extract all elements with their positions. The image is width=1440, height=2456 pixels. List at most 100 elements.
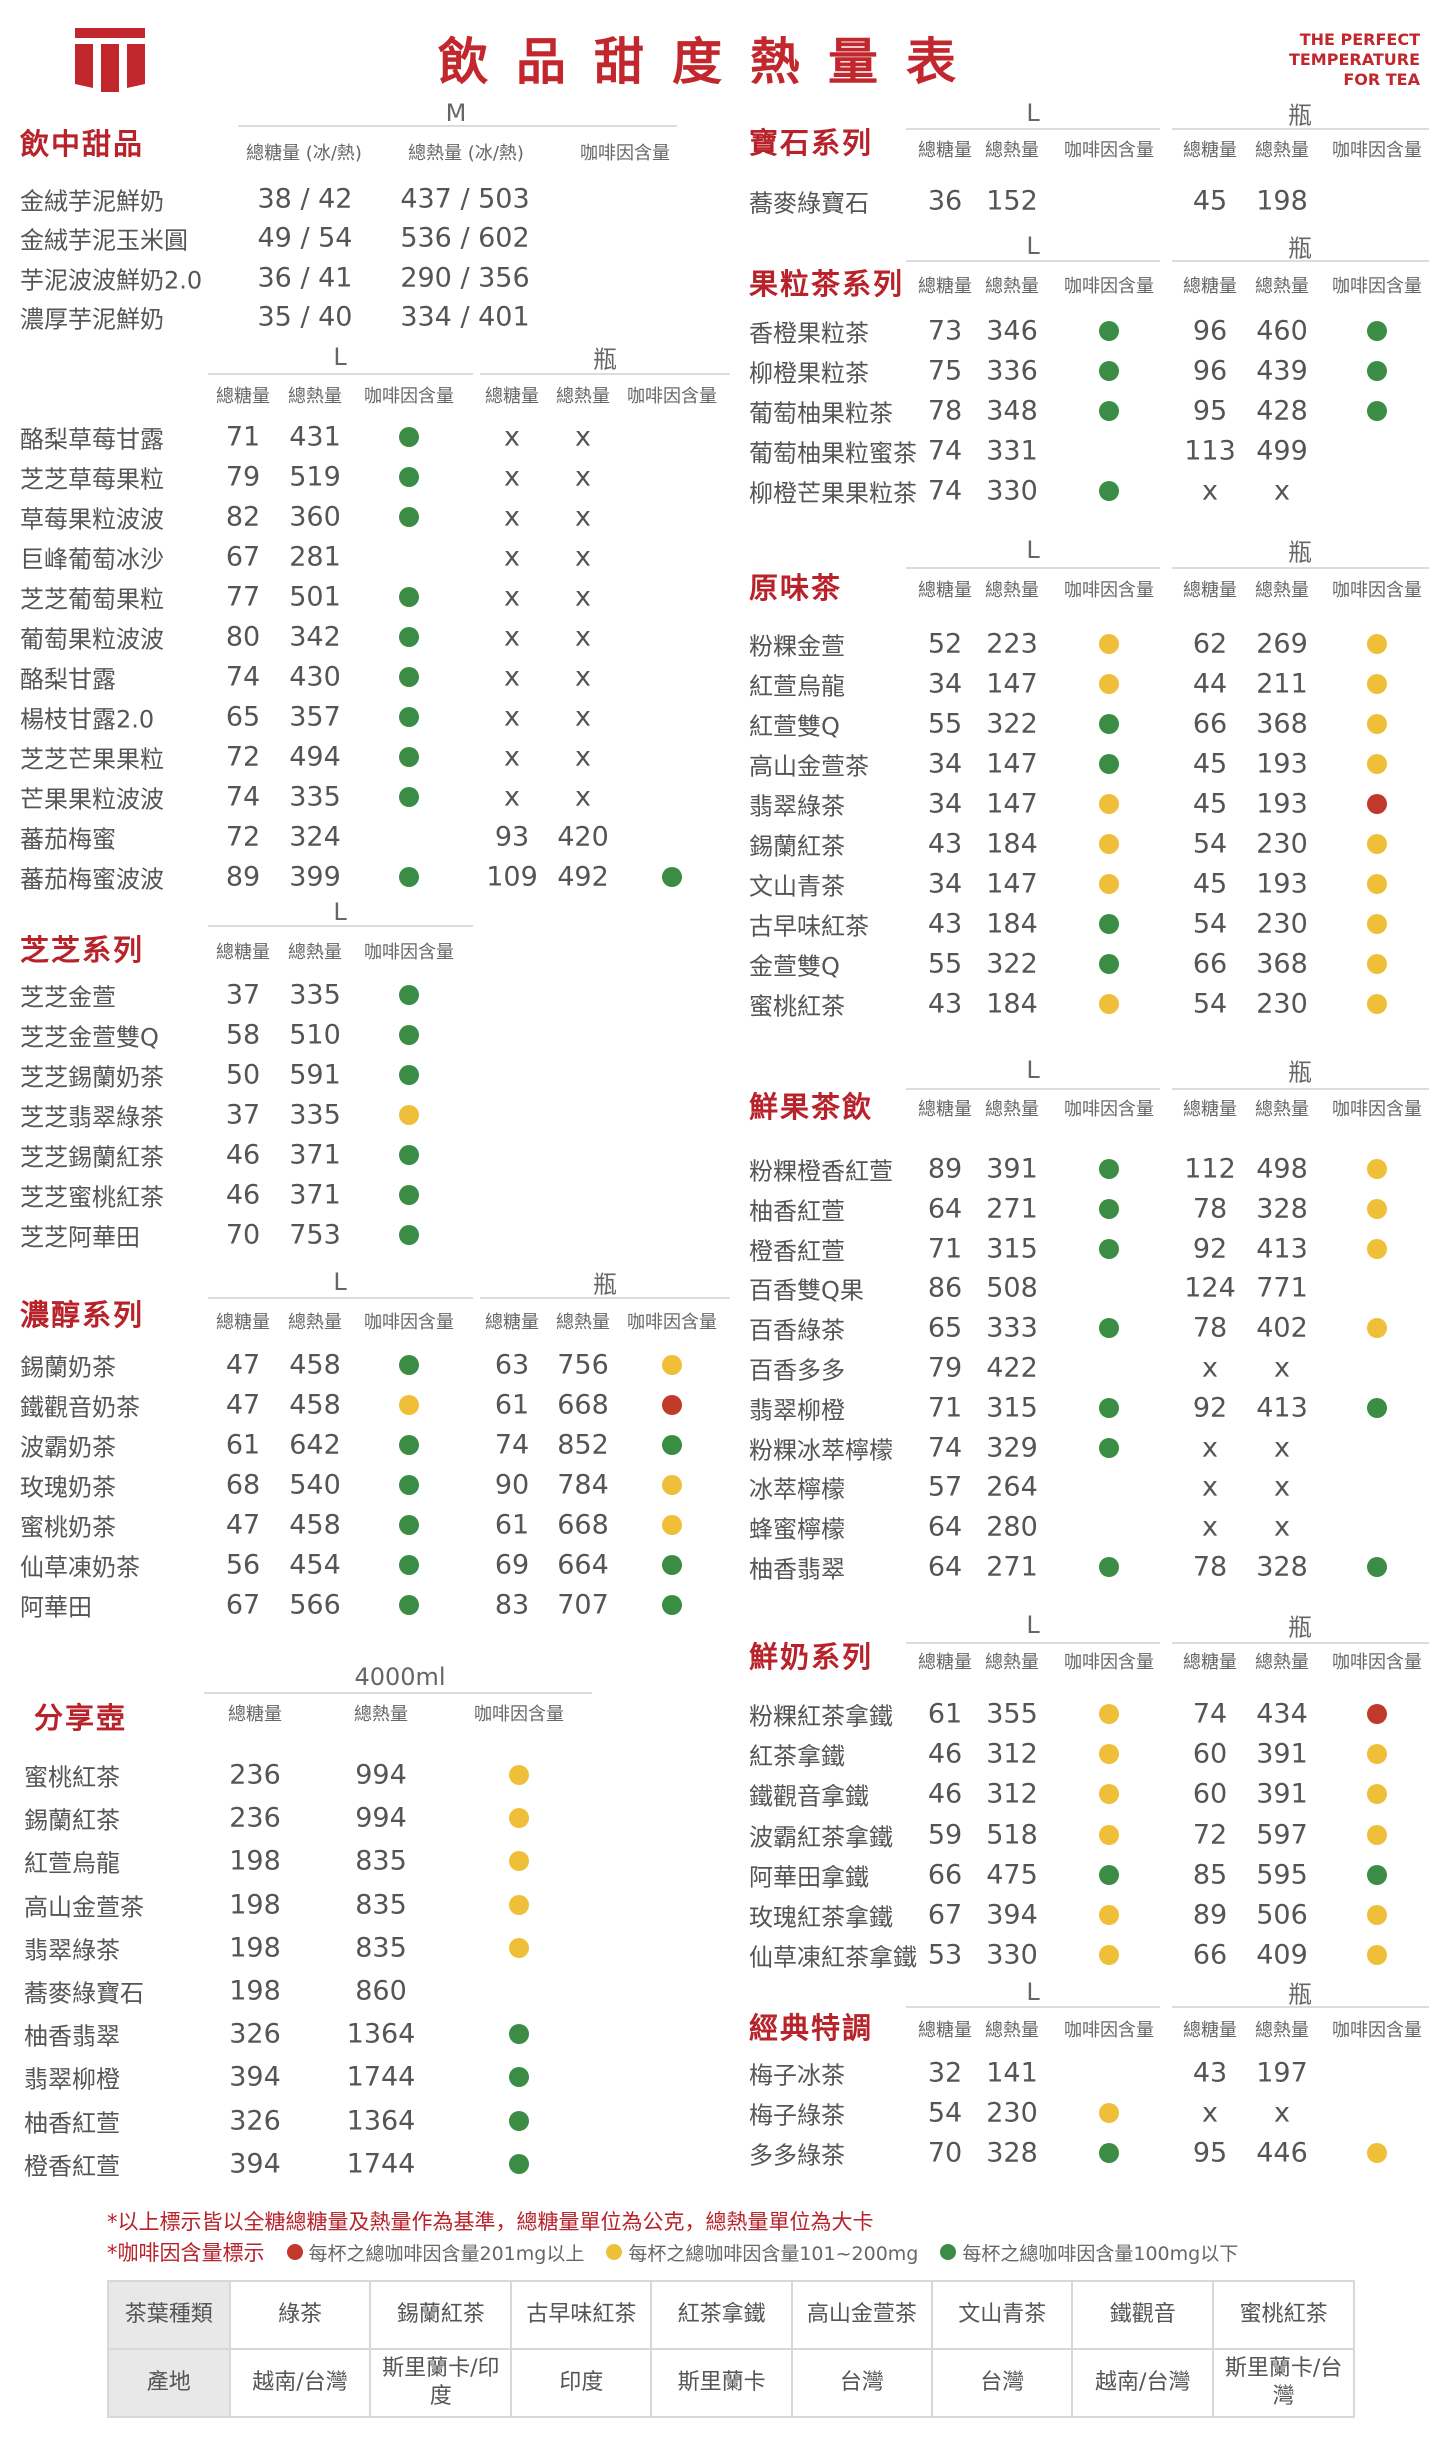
calorie-value: 391 <box>986 1153 1038 1185</box>
caffeine-yellow-dot-icon <box>509 1808 529 1829</box>
bottle-calorie-value: 428 <box>1256 395 1308 427</box>
caffeine-green-dot-icon <box>399 707 419 727</box>
size-divider <box>1172 2006 1429 2008</box>
bottle-calorie-value: 402 <box>1256 1312 1308 1344</box>
caffeine-red-dot-icon <box>1367 794 1387 814</box>
caffeine-green-dot-icon <box>399 1145 419 1165</box>
caffeine-green-dot-icon <box>399 1225 419 1245</box>
bottle-calorie-value: 328 <box>1256 1193 1308 1225</box>
column-header: 咖啡因含量 <box>627 386 717 407</box>
column-header: 總熱量 <box>556 1312 610 1333</box>
caffeine-green-dot-icon <box>1099 1198 1119 1219</box>
caffeine-yellow-dot-icon <box>1367 754 1387 774</box>
size-divider <box>906 567 1160 569</box>
calorie-value: 184 <box>986 988 1038 1020</box>
sugar-value: 66 <box>927 1859 963 1891</box>
sugar-value: 74 <box>927 475 963 507</box>
column-header: 咖啡因含量 <box>1332 276 1422 297</box>
calorie-value: 835 <box>355 1845 407 1877</box>
drink-name: 蕎麥綠寶石 <box>24 1979 144 2008</box>
calorie-value: 147 <box>986 788 1038 820</box>
column-header: 總糖量 <box>918 1099 972 1120</box>
tea-type-cell: 紅茶拿鐵 <box>650 2280 793 2350</box>
sugar-value: 73 <box>927 315 963 347</box>
column-header: 總糖量 <box>1183 140 1237 161</box>
caffeine-green-dot-icon <box>1099 321 1119 341</box>
bottle-sugar-value: 44 <box>1192 668 1228 700</box>
bottle-sugar-value: x <box>504 701 520 733</box>
caffeine-green-dot-icon <box>1099 401 1119 421</box>
bottle-calorie-value: 460 <box>1256 315 1308 347</box>
sugar-value: 34 <box>927 748 963 780</box>
column-header: 總糖量 <box>216 386 270 407</box>
bottle-calorie-value: x <box>1274 475 1290 507</box>
drink-name: 仙草凍紅茶拿鐵 <box>749 1943 917 1972</box>
drink-name: 仙草凍奶茶 <box>20 1553 140 1582</box>
column-header: 咖啡因含量 <box>1332 140 1422 161</box>
bottle-sugar-value: 66 <box>1192 708 1228 740</box>
caffeine-green-dot-icon <box>662 1595 682 1615</box>
calorie-value: 994 <box>355 1802 407 1834</box>
tea-type-row: 茶葉種類 綠茶 錫蘭紅茶 古早味紅茶 紅茶拿鐵 高山金萱茶 文山青茶 鐵觀音 蜜桃紅茶 <box>107 2280 1355 2350</box>
sugar-value: 74 <box>225 781 261 813</box>
section-title: 果粒茶系列 <box>749 267 905 301</box>
column-header: 總熱量 <box>1255 2020 1309 2041</box>
caffeine-yellow-dot-icon <box>1099 1905 1119 1925</box>
calorie-value: 290 / 356 <box>400 262 530 294</box>
origin-cell: 斯里蘭卡/印度 <box>369 2348 513 2418</box>
caffeine-green-dot-icon <box>399 507 419 527</box>
caffeine-green-dot-icon <box>1367 1557 1387 1577</box>
caffeine-red-dot-icon <box>1367 1704 1387 1724</box>
drink-name: 梅子綠茶 <box>749 2101 845 2130</box>
calorie-value: 147 <box>986 868 1038 900</box>
tea-type-cell: 蜜桃紅茶 <box>1212 2280 1355 2350</box>
bottle-calorie-value: 328 <box>1256 1551 1308 1583</box>
bottle-calorie-value: 193 <box>1256 788 1308 820</box>
tagline-line: FOR TEA <box>1343 70 1420 89</box>
section-title: 分享壺 <box>34 1701 128 1735</box>
column-header: 總熱量 <box>1255 1099 1309 1120</box>
calorie-value: 184 <box>986 908 1038 940</box>
calorie-value: 494 <box>289 741 341 773</box>
calorie-value: 152 <box>986 185 1038 217</box>
calorie-value: 324 <box>289 821 341 853</box>
caffeine-green-dot-icon <box>399 627 419 647</box>
bottle-calorie-value: x <box>1274 1511 1290 1543</box>
caffeine-green-dot-icon <box>1099 1238 1119 1259</box>
column-header: 咖啡因含量 <box>1064 1099 1154 1120</box>
drink-name: 紅萱烏龍 <box>749 672 845 701</box>
bottle-sugar-value: 45 <box>1192 185 1228 217</box>
column-header: 咖啡因含量 <box>1064 580 1154 601</box>
bottle-calorie-value: x <box>575 501 591 533</box>
size-label: L <box>1026 1611 1040 1639</box>
bottle-sugar-value: 45 <box>1192 788 1228 820</box>
bottle-sugar-value: 93 <box>494 821 530 853</box>
drink-name: 蜂蜜檸檬 <box>749 1515 845 1544</box>
column-header: 總糖量 <box>216 942 270 963</box>
calorie-value: 371 <box>289 1179 341 1211</box>
caffeine-yellow-dot-icon <box>1099 634 1119 654</box>
calorie-value: 519 <box>289 461 341 493</box>
sugar-value: 36 / 41 <box>257 262 353 294</box>
bottle-sugar-value: 109 <box>486 861 538 893</box>
size-divider <box>906 128 1160 130</box>
caffeine-green-dot-icon <box>399 787 419 807</box>
caffeine-green-dot-icon <box>509 2067 529 2088</box>
bottle-calorie-value: 230 <box>1256 988 1308 1020</box>
drink-name: 高山金萱茶 <box>24 1893 144 1922</box>
bottle-calorie-value: 193 <box>1256 868 1308 900</box>
bottle-sugar-value: 90 <box>494 1469 530 1501</box>
bottle-sugar-value: 92 <box>1192 1392 1228 1424</box>
bottle-sugar-value: x <box>1202 2097 1218 2129</box>
size-label: L <box>1026 1978 1040 2006</box>
sugar-value: 43 <box>927 828 963 860</box>
drink-name: 蜜桃紅茶 <box>24 1763 120 1792</box>
caffeine-yellow-dot-icon <box>662 1515 682 1535</box>
drink-name: 柳橙果粒茶 <box>749 359 869 388</box>
legend-items: 每杯之總咖啡因含量201mg以上 每杯之總咖啡因含量101~200mg 每杯之總咖啡… <box>286 2239 1238 2266</box>
bottle-calorie-value: 198 <box>1256 185 1308 217</box>
sugar-value: 74 <box>927 1432 963 1464</box>
drink-name: 蜜桃紅茶 <box>749 992 845 1021</box>
column-header: 總熱量 <box>985 580 1039 601</box>
column-header: 總熱量 (冰/熱) <box>408 143 524 164</box>
